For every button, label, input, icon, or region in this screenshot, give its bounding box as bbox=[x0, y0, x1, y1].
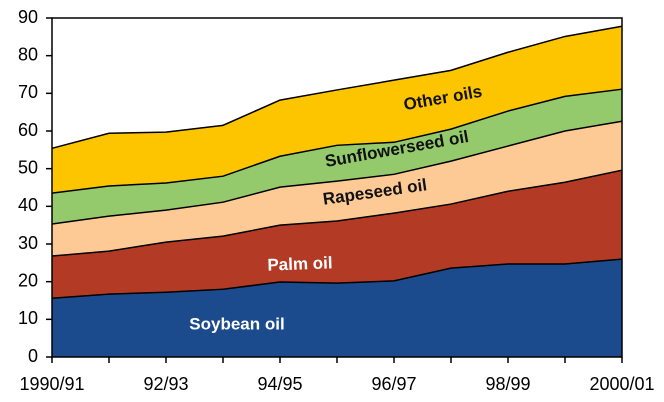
area-edge bbox=[51, 258, 623, 299]
area bbox=[52, 26, 622, 194]
x-tick-label: 98/99 bbox=[485, 374, 530, 394]
area-edge bbox=[51, 169, 623, 257]
x-tick-label: 94/95 bbox=[257, 374, 302, 394]
area-edge bbox=[51, 120, 623, 225]
y-tick-label: 80 bbox=[18, 44, 38, 64]
y-tick-label: 50 bbox=[18, 157, 38, 177]
y-tick-label: 30 bbox=[18, 233, 38, 253]
area-edge bbox=[51, 88, 623, 194]
area bbox=[52, 89, 622, 225]
series-label: Soybean oil bbox=[189, 314, 284, 333]
x-tick-label: 2000/01 bbox=[589, 374, 654, 394]
area-edge bbox=[51, 25, 623, 150]
y-tick-label: 20 bbox=[18, 270, 38, 290]
y-tick-label: 60 bbox=[18, 120, 38, 140]
y-tick-label: 10 bbox=[18, 308, 38, 328]
x-tick-label: 96/97 bbox=[371, 374, 416, 394]
area bbox=[52, 121, 622, 257]
y-tick-label: 40 bbox=[18, 195, 38, 215]
area bbox=[52, 259, 622, 357]
x-tick-label: 92/93 bbox=[143, 374, 188, 394]
x-tick-label: 1990/91 bbox=[19, 374, 84, 394]
series-label: Palm oil bbox=[267, 253, 333, 274]
area bbox=[52, 170, 622, 299]
y-tick-label: 70 bbox=[18, 82, 38, 102]
y-tick-label: 0 bbox=[28, 346, 38, 366]
y-tick-label: 90 bbox=[18, 7, 38, 27]
